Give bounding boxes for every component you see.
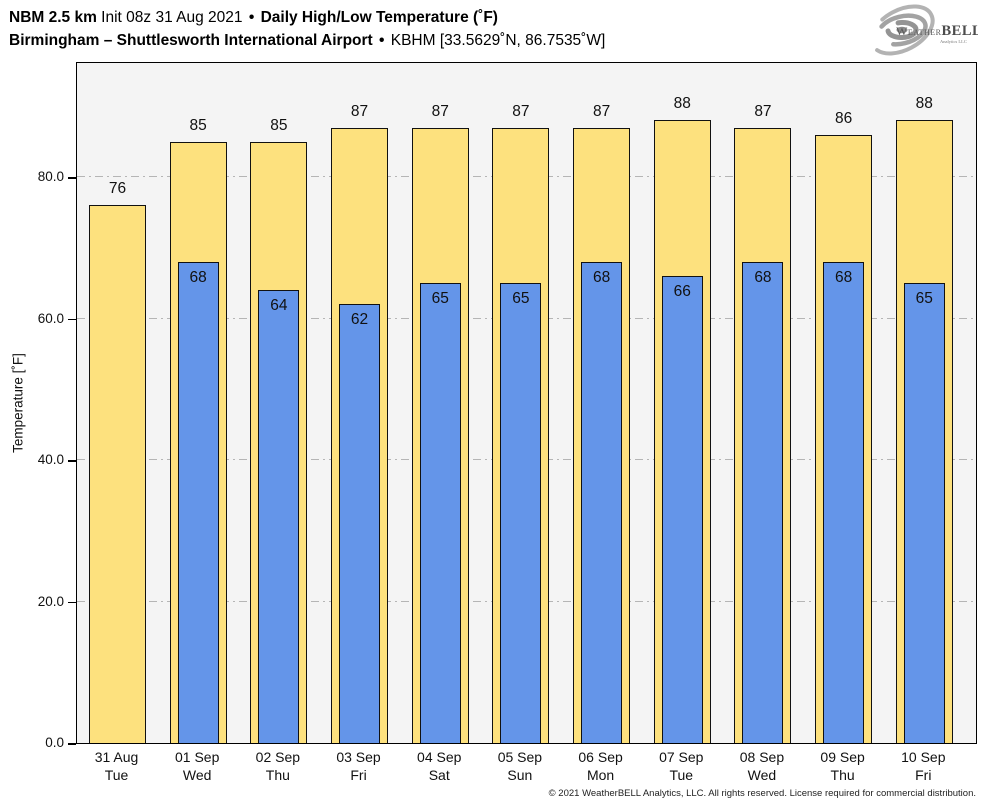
logo-text-bell: BELL	[942, 23, 979, 39]
low-value-label: 66	[673, 283, 691, 301]
low-bar-04-sep	[419, 283, 461, 743]
x-tick-date: 31 Aug	[94, 749, 139, 765]
high-value-label: 86	[834, 109, 853, 127]
y-tick-label: 40.0	[37, 452, 64, 467]
x-tick-weekday: Fri	[350, 767, 367, 783]
x-tick-label-09-sep: 09 Sep Thu	[801, 748, 885, 784]
product-title: Daily High/Low Temperature (˚F)	[256, 9, 498, 26]
high-value-label: 88	[915, 95, 933, 113]
x-tick-label-10-sep: 10 Sep Fri	[881, 748, 965, 784]
low-value-label: 64	[270, 297, 288, 315]
x-tick-date: 06 Sep	[578, 749, 623, 765]
y-tick-mark	[68, 743, 76, 745]
low-bar-06-sep	[581, 261, 623, 743]
high-value-label: 87	[592, 102, 611, 120]
x-tick-label-31-aug: 31 Aug Tue	[75, 748, 159, 784]
separator-dot: •	[248, 9, 255, 26]
y-tick-mark	[68, 318, 76, 321]
x-tick-date: 10 Sep	[901, 749, 946, 765]
y-tick-label: 80.0	[37, 169, 64, 185]
y-tick-mark	[68, 460, 76, 462]
x-tick-label-07-sep: 07 Sep Tue	[639, 748, 723, 784]
title-line-2: Birmingham – Shuttlesworth International…	[9, 29, 605, 52]
x-tick-date: 05 Sep	[497, 749, 543, 765]
low-bar-05-sep	[500, 283, 542, 743]
low-value-label: 68	[189, 268, 207, 286]
x-tick-weekday: Thu	[830, 767, 855, 783]
hurricane-swirl-icon	[869, 4, 935, 56]
init-time: Init 08z 31 Aug 2021	[96, 9, 247, 26]
high-value-label: 87	[350, 102, 369, 120]
low-bar-03-sep	[339, 304, 381, 743]
y-tick-label: 0.0	[45, 735, 64, 750]
plot-area: 76 85 68 85 64 87 62 87 65 87 65 87 68 88 66 87 68 86 68 88…	[76, 62, 977, 744]
high-value-label: 85	[270, 116, 288, 134]
y-tick-label: 20.0	[37, 593, 64, 609]
x-tick-label-06-sep: 06 Sep Mon	[559, 748, 643, 784]
weatherbell-logo: WeatherBELL Analytics LLC	[869, 4, 978, 56]
x-tick-date: 08 Sep	[739, 749, 785, 765]
low-bar-02-sep	[258, 290, 300, 743]
low-value-label: 68	[754, 268, 772, 286]
low-bar-10-sep	[903, 283, 945, 743]
low-value-label: 65	[512, 290, 530, 308]
x-tick-label-01-sep: 01 Sep Wed	[155, 748, 239, 784]
low-value-label: 62	[350, 311, 369, 329]
y-tick-label: 60.0	[37, 310, 64, 326]
x-tick-label-04-sep: 04 Sep Sat	[397, 748, 481, 784]
high-value-label: 85	[189, 116, 207, 134]
x-tick-label-08-sep: 08 Sep Wed	[720, 748, 804, 784]
x-tick-weekday: Wed	[747, 767, 777, 783]
x-tick-weekday: Mon	[586, 767, 615, 783]
high-value-label: 87	[512, 102, 530, 120]
location-name: Birmingham – Shuttlesworth International…	[9, 32, 373, 49]
low-value-label: 68	[834, 268, 853, 286]
logo-text-weather: Weather	[896, 24, 942, 38]
x-tick-weekday: Sun	[507, 767, 533, 783]
station-coords: KBHM [33.5629˚N, 86.7535˚W]	[386, 32, 606, 49]
x-tick-label-05-sep: 05 Sep Sun	[478, 748, 562, 784]
x-tick-date: 01 Sep	[174, 749, 220, 765]
high-value-label: 88	[673, 95, 691, 113]
x-tick-label-02-sep: 02 Sep Thu	[236, 748, 320, 784]
high-value-label: 87	[754, 102, 772, 120]
x-tick-weekday: Tue	[669, 767, 694, 783]
low-value-label: 65	[431, 290, 449, 308]
y-tick-mark	[68, 177, 76, 179]
low-value-label: 65	[915, 290, 933, 308]
high-bar-31-aug	[89, 205, 146, 743]
high-value-label: 87	[431, 102, 449, 120]
separator-dot: •	[379, 32, 385, 49]
low-bar-01-sep	[177, 261, 219, 743]
high-value-label: 76	[108, 180, 127, 198]
low-value-label: 68	[592, 268, 611, 286]
low-bar-08-sep	[742, 261, 784, 743]
copyright-notice: © 2021 WeatherBELL Analytics, LLC. All r…	[548, 788, 976, 799]
x-tick-weekday: Thu	[265, 767, 290, 783]
title-line-1: NBM 2.5 km Init 08z 31 Aug 2021 • Daily …	[9, 6, 605, 29]
y-axis-title: Temperature [˚F]	[10, 353, 26, 453]
x-tick-date: 07 Sep	[659, 749, 704, 765]
x-tick-weekday: Fri	[915, 767, 932, 783]
x-tick-weekday: Wed	[182, 767, 212, 783]
x-tick-date: 09 Sep	[820, 749, 865, 765]
low-bar-09-sep	[823, 261, 865, 743]
x-tick-weekday: Tue	[104, 767, 129, 783]
y-tick-mark	[68, 601, 76, 604]
x-tick-date: 03 Sep	[336, 749, 381, 765]
x-tick-weekday: Sat	[428, 767, 450, 783]
chart-header: NBM 2.5 km Init 08z 31 Aug 2021 • Daily …	[9, 6, 605, 52]
svg-text:WeatherBELL: WeatherBELL	[896, 23, 978, 39]
logo-text-analytics: Analytics LLC	[940, 39, 967, 44]
x-tick-date: 04 Sep	[417, 749, 462, 765]
x-tick-date: 02 Sep	[255, 749, 301, 765]
model-name: NBM 2.5 km	[9, 9, 97, 26]
x-tick-label-03-sep: 03 Sep Fri	[317, 748, 401, 784]
low-bar-07-sep	[661, 276, 703, 743]
